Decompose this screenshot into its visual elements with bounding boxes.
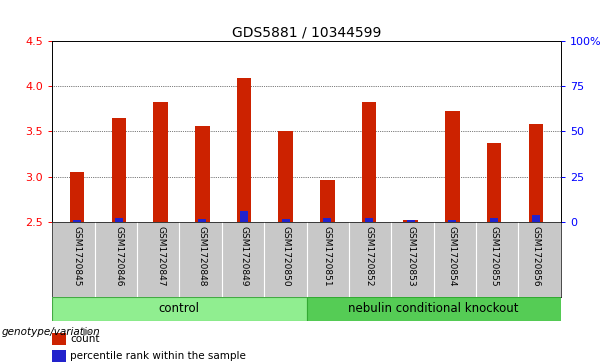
Text: GSM1720845: GSM1720845 [72,226,82,286]
Bar [532,215,540,222]
Bar [70,172,85,222]
Bar [115,218,123,222]
Bar [198,219,206,222]
Text: GSM1720855: GSM1720855 [490,226,498,286]
Text: GSM1720852: GSM1720852 [365,226,373,286]
Bar [195,126,210,222]
Text: nebulin conditional knockout: nebulin conditional knockout [348,302,519,315]
Text: count: count [70,334,100,344]
Bar [237,78,251,222]
Text: GSM1720851: GSM1720851 [323,226,332,286]
Text: GSM1720853: GSM1720853 [406,226,415,286]
Text: GSM1720849: GSM1720849 [240,226,248,286]
Text: ▶: ▶ [83,327,91,337]
Bar [73,220,81,222]
Bar [365,218,373,222]
Text: genotype/variation: genotype/variation [1,327,100,337]
Text: GSM1720850: GSM1720850 [281,226,290,286]
Bar [306,297,561,321]
Text: percentile rank within the sample: percentile rank within the sample [70,351,246,361]
Text: GSM1720847: GSM1720847 [156,226,165,286]
Text: GSM1720848: GSM1720848 [198,226,207,286]
Bar [445,110,460,222]
Bar [362,102,376,222]
Bar [52,350,66,362]
Bar [528,124,543,222]
Bar [449,220,457,222]
Bar [240,211,248,222]
Bar [52,297,306,321]
Bar [490,218,498,222]
Text: GSM1720846: GSM1720846 [115,226,123,286]
Text: GSM1720856: GSM1720856 [531,226,541,286]
Bar [487,143,501,222]
Bar [153,102,168,222]
Bar [403,220,418,222]
Bar [112,118,126,222]
Bar [278,131,293,222]
Bar [52,333,66,346]
Text: control: control [159,302,200,315]
Text: GSM1720854: GSM1720854 [448,226,457,286]
Bar [320,179,335,222]
Bar [407,220,415,222]
Bar [281,219,290,222]
Title: GDS5881 / 10344599: GDS5881 / 10344599 [232,25,381,40]
Bar [323,218,332,222]
